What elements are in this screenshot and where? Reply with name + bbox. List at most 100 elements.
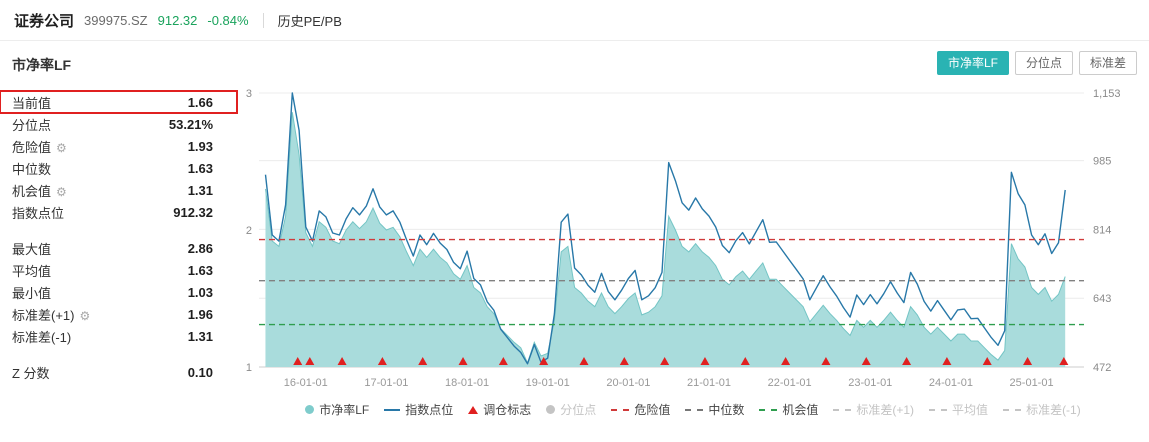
gear-icon[interactable]: ⚙: [56, 184, 67, 199]
stat-label: 机会值 ⚙: [12, 183, 67, 199]
dash-marker-icon: [1003, 408, 1022, 411]
chart-mode-tabs: 市净率LF 分位点 标准差: [936, 51, 1137, 75]
stat-label: 中位数: [12, 161, 52, 177]
svg-text:1,153: 1,153: [1093, 88, 1121, 100]
stat-label: 分位点: [12, 117, 52, 133]
legend-item-机会值[interactable]: 机会值: [759, 401, 818, 418]
svg-text:21-01-01: 21-01-01: [687, 377, 731, 389]
header-divider: [262, 12, 264, 28]
legend-label: 中位数: [708, 403, 745, 417]
dash-marker-icon: [685, 408, 704, 411]
stat-row: 机会值 ⚙ 1.31: [12, 179, 237, 201]
stat-row: 指数点位 912.32: [12, 201, 237, 223]
stats-list: 当前值 1.66 分位点 53.21% 危险值 ⚙ 1.93 中位数 1.63 机会值 ⚙ 1.31 指…: [0, 90, 238, 383]
stat-label: 平均值: [12, 263, 52, 279]
legend-label: 分位点: [560, 403, 597, 417]
svg-text:17-01-01: 17-01-01: [364, 377, 408, 389]
legend-item-指数点位[interactable]: 指数点位: [384, 401, 453, 418]
stat-value: 1.66: [187, 94, 213, 110]
stat-row: 标准差(-1) 1.31: [12, 325, 237, 347]
stat-label: 危险值 ⚙: [12, 139, 67, 155]
svg-text:20-01-01: 20-01-01: [606, 377, 650, 389]
legend-item-平均值[interactable]: 平均值: [929, 401, 988, 418]
stat-row: 最小值 1.03: [12, 281, 237, 303]
svg-text:985: 985: [1093, 156, 1111, 168]
legend-label: 标准差(-1): [1026, 403, 1081, 417]
stat-row: 最大值 2.86: [12, 237, 237, 259]
tab-标准差[interactable]: 标准差: [1078, 51, 1137, 75]
index-change-pct: -0.84%: [207, 12, 249, 28]
legend-item-危险值[interactable]: 危险值: [611, 401, 670, 418]
legend-item-市净率LF[interactable]: 市净率LF: [305, 401, 369, 418]
stat-value: 1.31: [187, 328, 213, 344]
svg-text:3: 3: [246, 88, 252, 100]
stat-value: 1.03: [187, 284, 213, 300]
nav-history-pe-pb[interactable]: 历史PE/PB: [277, 13, 342, 29]
chart-area: 市净率LF 分位点 标准差 1 2 3 472 643 814 985 1,153 16-01-01…: [237, 41, 1149, 442]
dot-marker-icon: [305, 405, 315, 414]
stats-panel: 市净率LF 当前值 1.66 分位点 53.21% 危险值 ⚙ 1.93 中位数 1.63 机会值…: [0, 41, 238, 442]
stat-label: 标准差(-1): [12, 329, 72, 345]
stat-row: 分位点 53.21%: [12, 113, 237, 135]
gear-icon[interactable]: ⚙: [56, 140, 67, 155]
main-content: 市净率LF 当前值 1.66 分位点 53.21% 危险值 ⚙ 1.93 中位数 1.63 机会值…: [0, 41, 1149, 442]
stat-label: 最小值: [12, 285, 52, 301]
stat-value: 53.21%: [168, 116, 213, 132]
stat-row: Z 分数 0.10: [12, 361, 237, 383]
stat-value: 1.63: [187, 160, 213, 176]
panel-title: 市净率LF: [12, 57, 72, 73]
chart-legend: 市净率LF 指数点位 调仓标志 分位点 危险值 中位数 机会值 标准差(+1) 平均值 标准差(-…: [237, 401, 1149, 418]
stat-label: 当前值: [12, 95, 52, 111]
stat-label: 最大值: [12, 241, 52, 257]
stat-value: 1.31: [187, 182, 213, 198]
svg-text:23-01-01: 23-01-01: [848, 377, 892, 389]
index-name: 证券公司: [14, 12, 75, 30]
svg-text:814: 814: [1093, 224, 1111, 236]
stat-row: 危险值 ⚙ 1.93: [12, 135, 237, 157]
stat-row: 标准差(+1) ⚙ 1.96: [12, 303, 237, 325]
legend-label: 平均值: [952, 403, 989, 417]
svg-text:472: 472: [1093, 362, 1111, 374]
stat-row: 中位数 1.63: [12, 157, 237, 179]
dash-marker-icon: [759, 408, 778, 411]
stat-label: 标准差(+1) ⚙: [12, 307, 91, 323]
legend-item-调仓标志[interactable]: 调仓标志: [468, 401, 531, 418]
tab-市净率LF[interactable]: 市净率LF: [936, 51, 1009, 75]
legend-label: 危险值: [634, 403, 671, 417]
stat-row: 平均值 1.63: [12, 259, 237, 281]
index-price: 912.32: [157, 12, 198, 28]
svg-text:24-01-01: 24-01-01: [929, 377, 973, 389]
legend-label: 标准差(+1): [856, 403, 915, 417]
svg-text:22-01-01: 22-01-01: [768, 377, 812, 389]
chart-wrap: 1 2 3 472 643 814 985 1,153 16-01-01 17-01-01 18-0…: [237, 85, 1149, 393]
svg-text:2: 2: [246, 225, 252, 237]
legend-label: 指数点位: [405, 403, 454, 417]
dash-marker-icon: [611, 408, 630, 411]
stat-label: Z 分数: [12, 365, 50, 381]
stat-value: 1.96: [187, 306, 213, 322]
header: 证券公司 399975.SZ 912.32 -0.84% 历史PE/PB: [0, 0, 1149, 41]
stat-value: 1.63: [187, 262, 213, 278]
svg-text:643: 643: [1093, 293, 1111, 305]
legend-item-标准差(-1)[interactable]: 标准差(-1): [1003, 401, 1081, 418]
tab-分位点[interactable]: 分位点: [1014, 51, 1073, 75]
legend-item-标准差(+1)[interactable]: 标准差(+1): [833, 401, 914, 418]
stat-value: 1.93: [187, 138, 213, 154]
svg-text:25-01-01: 25-01-01: [1010, 377, 1054, 389]
pb-chart[interactable]: 1 2 3 472 643 814 985 1,153 16-01-01 17-01-01 18-0…: [237, 85, 1142, 393]
gear-icon[interactable]: ⚙: [79, 308, 91, 323]
dash-marker-icon: [833, 408, 852, 411]
stat-value: 912.32: [173, 204, 213, 220]
svg-text:1: 1: [246, 362, 252, 374]
legend-item-分位点[interactable]: 分位点: [546, 401, 596, 418]
stat-value: 0.10: [187, 364, 213, 380]
stat-label: 指数点位: [12, 205, 65, 221]
dash-marker-icon: [929, 408, 948, 411]
svg-text:18-01-01: 18-01-01: [445, 377, 489, 389]
index-code: 399975.SZ: [84, 12, 148, 28]
stat-row: 当前值 1.66: [0, 90, 238, 114]
legend-item-中位数[interactable]: 中位数: [685, 401, 744, 418]
legend-label: 调仓标志: [483, 403, 532, 417]
legend-label: 机会值: [782, 403, 819, 417]
svg-text:16-01-01: 16-01-01: [284, 377, 328, 389]
